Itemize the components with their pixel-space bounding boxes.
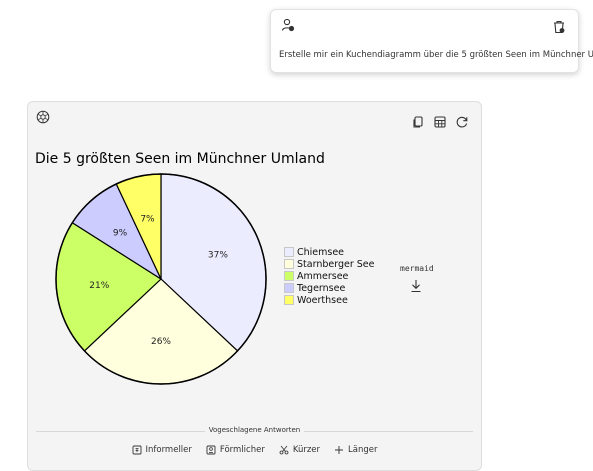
pie-label-1: 26% <box>151 337 171 347</box>
answer-card: Die 5 größten Seen im Münchner Umland 37… <box>27 101 482 471</box>
legend-label: Chiemsee <box>297 246 345 258</box>
pie-label-4: 7% <box>140 214 155 224</box>
legend-item: Woerthsee <box>284 294 374 306</box>
chart-title: Die 5 größten Seen im Münchner Umland <box>35 151 325 167</box>
pie-label-0: 37% <box>208 250 228 260</box>
prompt-text: Erstelle mir ein Kuchendiagramm über die… <box>279 50 593 60</box>
suggestion-formal[interactable]: Förmlicher <box>206 445 265 455</box>
download-icon[interactable] <box>410 279 422 293</box>
user-icon <box>281 18 295 32</box>
legend-item: Tegernsee <box>284 282 374 294</box>
table-icon[interactable] <box>433 115 447 129</box>
suggestion-label: Kürzer <box>292 445 321 455</box>
mermaid-label: mermaid <box>400 264 434 273</box>
chart-legend: Chiemsee Starnberger See Ammersee Tegernsee… <box>284 246 374 306</box>
suggestion-label: Informeller <box>145 445 192 455</box>
legend-swatch <box>284 259 294 269</box>
legend-item: Ammersee <box>284 270 374 282</box>
legend-label: Tegernsee <box>297 282 346 294</box>
pie-outline <box>55 173 267 385</box>
scissors-icon <box>279 445 289 455</box>
trash-icon[interactable] <box>552 20 566 34</box>
suggestions-title: Vogeschlagene Antworten <box>28 426 481 434</box>
pie-label-3: 9% <box>113 228 128 238</box>
pie-chart: 37% 26% 21% 9% 7% <box>55 173 267 385</box>
suggestion-label: Länger <box>348 445 378 455</box>
user-prompt-card: Erstelle mir ein Kuchendiagramm über die… <box>270 9 593 73</box>
suggestion-longer[interactable]: Länger <box>334 445 377 455</box>
suggestion-informal[interactable]: Informeller <box>132 445 192 455</box>
plus-icon <box>335 446 344 454</box>
legend-item: Chiemsee <box>284 246 374 258</box>
copy-icon[interactable] <box>411 115 425 129</box>
legend-swatch <box>284 295 294 305</box>
legend-swatch <box>284 247 294 257</box>
informal-icon <box>132 445 141 455</box>
legend-label: Starnberger See <box>297 258 375 270</box>
legend-item: Starnberger See <box>284 258 374 270</box>
legend-swatch <box>284 271 294 281</box>
legend-label: Ammersee <box>297 270 349 282</box>
legend-label: Woerthsee <box>297 294 348 306</box>
refresh-icon[interactable] <box>455 115 469 129</box>
pie-label-2: 21% <box>89 281 109 291</box>
suggestions-bar: Informeller Förmlicher Kürzer Länger <box>28 445 481 455</box>
formal-icon <box>206 445 216 455</box>
bot-icon <box>36 110 50 124</box>
suggestion-label: Förmlicher <box>219 445 265 455</box>
suggestion-shorter[interactable]: Kürzer <box>279 445 320 455</box>
legend-swatch <box>284 283 294 293</box>
